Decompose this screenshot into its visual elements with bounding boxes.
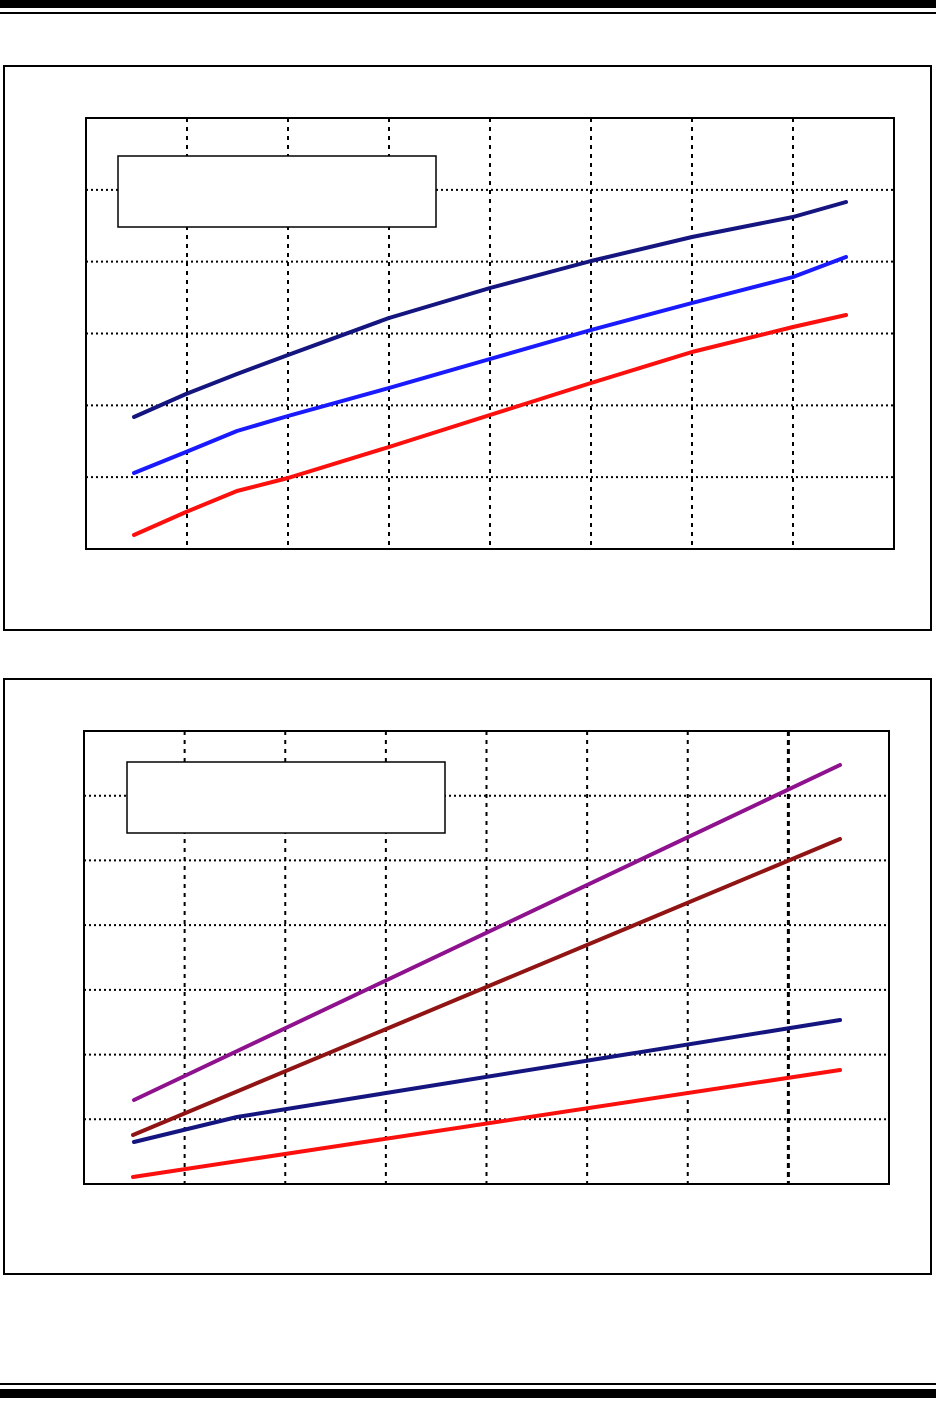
chart-2 — [83, 730, 890, 1185]
series-dark-red-line — [131, 837, 842, 1137]
series-blue-curve — [132, 255, 848, 475]
series-dark-navy-line — [132, 1018, 842, 1144]
series-dark-navy-curve — [132, 200, 848, 419]
series-red-line — [131, 1068, 842, 1179]
legend-box — [126, 761, 446, 834]
bottom-rule-thin — [0, 1383, 936, 1385]
chart-1 — [85, 117, 895, 550]
top-rule-thin — [0, 12, 936, 14]
bottom-rule-thick — [0, 1389, 936, 1398]
plot-border — [83, 730, 890, 1185]
plot-border — [85, 117, 895, 550]
top-rule-thick — [0, 0, 936, 8]
legend-box — [117, 155, 437, 228]
series-purple-line — [132, 763, 842, 1102]
series-red-curve — [132, 313, 848, 537]
